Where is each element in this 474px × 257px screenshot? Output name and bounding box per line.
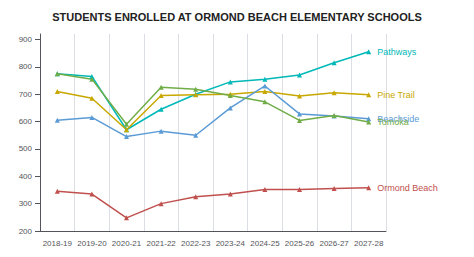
svg-text:Pine Trail: Pine Trail [377,90,415,100]
svg-text:2020-21: 2020-21 [112,239,142,248]
svg-text:Ormond Beach: Ormond Beach [377,183,438,193]
svg-text:2022-23: 2022-23 [181,239,211,248]
svg-text:2023-24: 2023-24 [216,239,246,248]
svg-text:2021-22: 2021-22 [146,239,176,248]
svg-text:500: 500 [19,144,33,153]
svg-text:STUDENTS ENROLLED AT ORMOND BE: STUDENTS ENROLLED AT ORMOND BEACH ELEMEN… [52,11,422,23]
svg-text:2027-28: 2027-28 [354,239,384,248]
svg-text:2024-25: 2024-25 [250,239,280,248]
svg-text:2025-26: 2025-26 [285,239,315,248]
svg-text:2019-20: 2019-20 [77,239,107,248]
svg-text:2026-27: 2026-27 [319,239,349,248]
svg-text:2018-19: 2018-19 [43,239,73,248]
svg-text:400: 400 [19,172,33,181]
svg-text:200: 200 [19,227,33,236]
svg-text:900: 900 [19,35,33,44]
svg-text:Tomoka: Tomoka [377,117,409,127]
svg-text:300: 300 [19,199,33,208]
svg-text:600: 600 [19,117,33,126]
svg-text:800: 800 [19,62,33,71]
svg-text:700: 700 [19,90,33,99]
svg-text:Pathways: Pathways [377,47,417,57]
